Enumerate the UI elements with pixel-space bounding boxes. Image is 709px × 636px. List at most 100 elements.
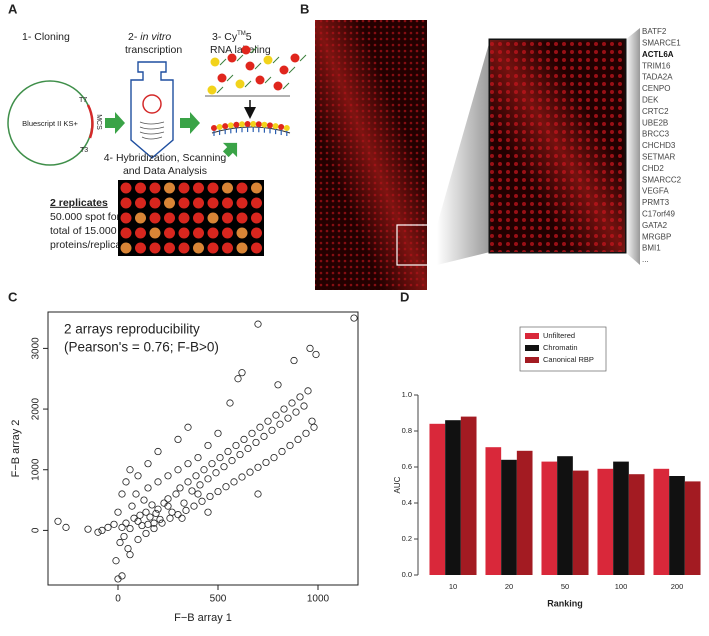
spot (236, 212, 248, 224)
point (290, 356, 298, 365)
spot (149, 227, 161, 239)
bar (572, 470, 589, 575)
rna-dot (255, 75, 265, 85)
gene-name: GATA2 (642, 221, 668, 230)
point (116, 538, 124, 547)
labeled-rna (211, 121, 290, 136)
step-text: 1- Cloning (22, 31, 70, 43)
bar (429, 423, 446, 575)
point (122, 478, 130, 486)
spot (178, 197, 190, 209)
spot (193, 197, 204, 209)
spot (222, 197, 233, 209)
rna-dot (227, 122, 234, 129)
point (288, 399, 296, 407)
point (206, 492, 214, 501)
point (246, 468, 254, 476)
point (136, 511, 144, 519)
bar (501, 459, 517, 575)
spot (207, 212, 219, 224)
x-tick-label: 20 (505, 582, 513, 591)
bar (516, 450, 533, 575)
point (94, 528, 102, 536)
rna-strand (264, 76, 272, 84)
point (144, 520, 152, 528)
rna-dot (222, 123, 229, 130)
spot (164, 197, 175, 209)
rna-dot (278, 124, 285, 131)
step-text: in vitro (140, 31, 171, 43)
point (216, 453, 224, 462)
y-tick-label: 1.0 (402, 390, 412, 399)
point (166, 514, 174, 522)
point (204, 441, 212, 450)
spot (236, 182, 248, 194)
spots (120, 182, 262, 254)
spot (149, 212, 161, 224)
rna-strand (236, 54, 244, 62)
gene-name: CRTC2 (642, 107, 669, 116)
gene-name: VEGFA (642, 187, 669, 196)
spot (135, 212, 146, 224)
rna-dot (217, 73, 227, 83)
replicates: 2 replicates (50, 197, 108, 209)
point (222, 483, 230, 491)
x-tick-label: 500 (210, 594, 227, 605)
spot (135, 227, 146, 239)
spot (236, 242, 248, 254)
point (350, 314, 358, 322)
point (220, 463, 228, 471)
gene-name: BMI1 (642, 244, 661, 253)
rna-strand (216, 86, 224, 94)
spot (193, 227, 204, 239)
rna-dot (241, 45, 251, 55)
spot (135, 242, 146, 254)
point (194, 453, 202, 462)
rna-dot (239, 121, 245, 128)
point (272, 411, 280, 419)
point (276, 420, 284, 428)
annotation: 2 arrays reproducibility (64, 322, 200, 337)
point (278, 447, 286, 456)
spot (120, 197, 132, 209)
spot (207, 197, 219, 209)
spot (193, 242, 204, 254)
step-text: and Data Analysis (123, 165, 207, 177)
rna-dot (261, 121, 268, 128)
point (214, 487, 222, 496)
panel-a: A 1- Cloning 2- in vitro transcription 3… (7, 1, 307, 256)
bar (669, 476, 685, 575)
rna-dot (279, 65, 289, 75)
point (286, 441, 294, 450)
spot (193, 182, 204, 194)
gene-name: TADA2A (642, 73, 673, 82)
point (148, 501, 156, 509)
point (194, 490, 202, 498)
point (254, 463, 262, 471)
bar (597, 468, 614, 575)
spot (120, 212, 132, 224)
step-text: 5 (246, 31, 252, 43)
step-text: transcription (125, 44, 182, 56)
step-text: 3- CyTM5 (212, 31, 252, 43)
spot (120, 227, 132, 239)
point (134, 472, 142, 480)
point (168, 508, 176, 516)
gene-name: PRMT3 (642, 198, 670, 207)
zoom-beam (625, 28, 640, 265)
mcs-arc (86, 104, 94, 139)
zoom-box (396, 224, 438, 266)
point (182, 506, 190, 514)
y-tick-label: 1000 (31, 458, 42, 481)
point (118, 572, 126, 580)
bar (485, 447, 502, 575)
point (248, 429, 256, 437)
x-tick-label: 50 (561, 582, 569, 591)
step-text: 2- (128, 31, 138, 43)
point (280, 405, 288, 413)
gene-name: MRGBP (642, 232, 671, 241)
legend-swatch (525, 345, 539, 351)
y-tick-label: 0 (31, 527, 42, 533)
y-tick-label: 2000 (31, 398, 42, 421)
bar (684, 481, 701, 575)
